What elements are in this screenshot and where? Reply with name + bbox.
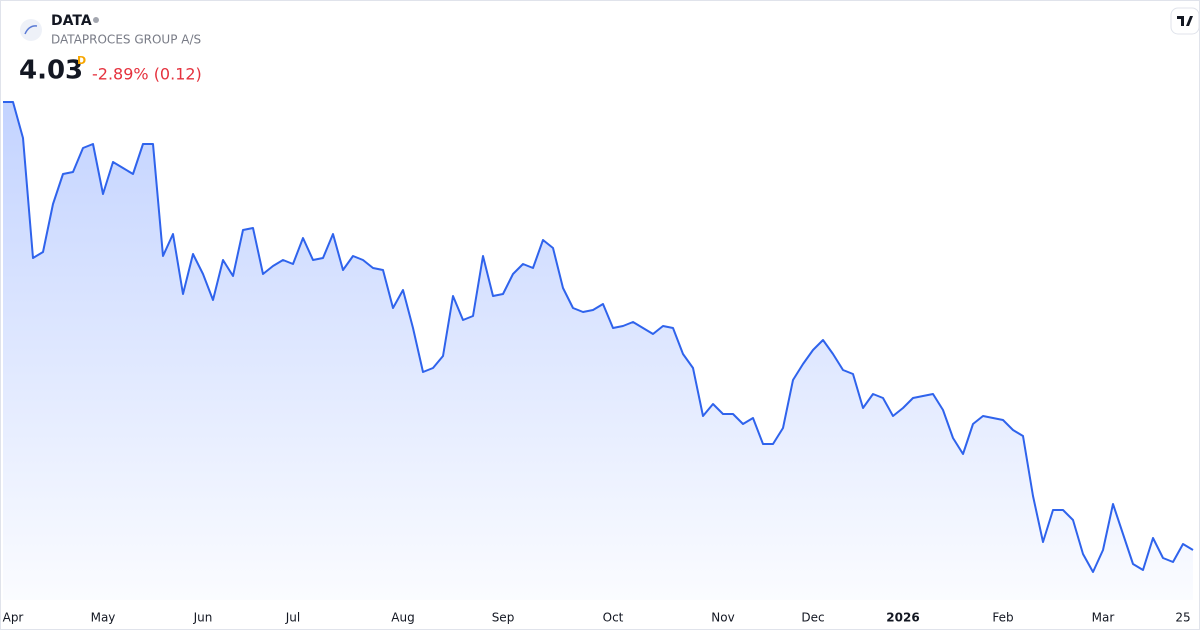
- x-tick-label: Oct: [603, 611, 624, 625]
- x-tick-label: Feb: [992, 611, 1013, 625]
- area: [3, 102, 1193, 600]
- symbol-logo-mark: [24, 25, 38, 35]
- x-tick-label: May: [91, 611, 116, 625]
- brand-logo[interactable]: [1170, 7, 1200, 35]
- subtitle: DATAPROCES GROUP A/S: [51, 33, 201, 47]
- x-tick-label: 25: [1175, 611, 1190, 625]
- x-tick-label: Mar: [1092, 611, 1115, 625]
- x-tick-label: Sep: [492, 611, 515, 625]
- plot-area: [3, 101, 1194, 600]
- x-tick-label: Nov: [711, 611, 734, 625]
- interval: D: [77, 54, 86, 67]
- market-status-dot: [93, 17, 99, 23]
- x-tick-label: Dec: [801, 611, 824, 625]
- x-tick-label: Jul: [285, 611, 300, 625]
- x-tick-label: 2026: [886, 611, 919, 625]
- symbol: DATA: [51, 13, 92, 29]
- x-tick-label: Aug: [391, 611, 414, 625]
- x-tick-label: Jun: [193, 611, 213, 625]
- symbol-logo: [20, 19, 42, 41]
- brand-logo-mark: [1177, 16, 1193, 26]
- price: 4.03: [19, 56, 83, 86]
- x-tick-label: Apr: [3, 611, 24, 625]
- price-line: [3, 101, 1194, 573]
- price-change: -2.89% (0.12): [92, 65, 202, 84]
